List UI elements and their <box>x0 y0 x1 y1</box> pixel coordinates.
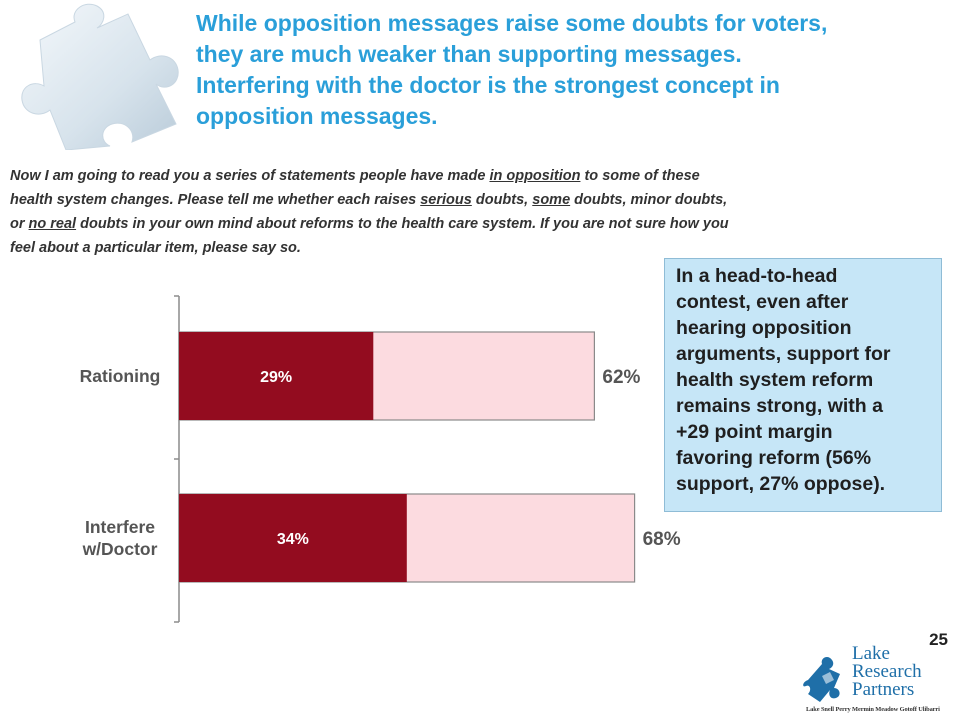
serious-doubts-label: 34% <box>277 531 309 548</box>
title-line: Interfering with the doctor is the stron… <box>196 72 780 98</box>
category-label: Interfere <box>85 517 155 537</box>
page-number: 25 <box>929 630 948 649</box>
question-line: Now I am going to read you a series of s… <box>10 168 700 184</box>
puzzle-piece-icon <box>21 3 179 150</box>
question-line: or no real doubts in your own mind about… <box>10 216 729 232</box>
question-line: health system changes. Please tell me wh… <box>10 192 728 208</box>
serious-doubts-bar <box>179 494 407 582</box>
underlined-phrase: in opposition <box>489 168 581 184</box>
serious-doubts-bar <box>179 332 374 420</box>
callout-line: remains strong, with a <box>676 395 883 417</box>
total-doubts-label: 68% <box>643 529 681 550</box>
callout-line: hearing opposition <box>676 317 852 339</box>
callout-line: support, 27% oppose). <box>676 473 886 495</box>
logo-word: Lake <box>852 643 890 664</box>
page-title: While opposition messages raise some dou… <box>196 8 946 132</box>
question-text: Now I am going to read you a series of s… <box>10 164 950 260</box>
callout-box: In a head-to-head contest, even after he… <box>664 258 942 512</box>
callout-line: In a head-to-head <box>676 265 838 287</box>
title-line: While opposition messages raise some dou… <box>196 10 828 36</box>
logo-wordmark: Lake Research Partners <box>852 643 952 700</box>
callout-line: +29 point margin <box>676 421 833 443</box>
total-doubts-label: 62% <box>602 367 640 388</box>
lake-research-logo-icon <box>803 657 840 702</box>
category-label: Rationing <box>80 366 161 386</box>
underlined-phrase: no real <box>28 216 77 232</box>
category-label: w/Doctor <box>82 539 158 559</box>
logo-partner-names: Lake Snell Perry Mermin Meadow Gotoff Ul… <box>806 706 940 713</box>
callout-line: contest, even after <box>676 291 849 313</box>
logo-word: Partners <box>852 679 915 700</box>
callout-line: favoring reform (56% <box>676 447 872 469</box>
question-line: feel about a particular item, please say… <box>10 240 301 256</box>
underlined-phrase: serious <box>420 192 472 208</box>
underlined-phrase: some <box>532 192 571 208</box>
title-line: opposition messages. <box>196 103 438 129</box>
title-line: they are much weaker than supporting mes… <box>196 41 742 67</box>
callout-line: arguments, support for <box>676 343 891 365</box>
callout-line: health system reform <box>676 369 874 391</box>
serious-doubts-label: 29% <box>260 369 292 386</box>
logo-word: Research <box>852 661 922 682</box>
